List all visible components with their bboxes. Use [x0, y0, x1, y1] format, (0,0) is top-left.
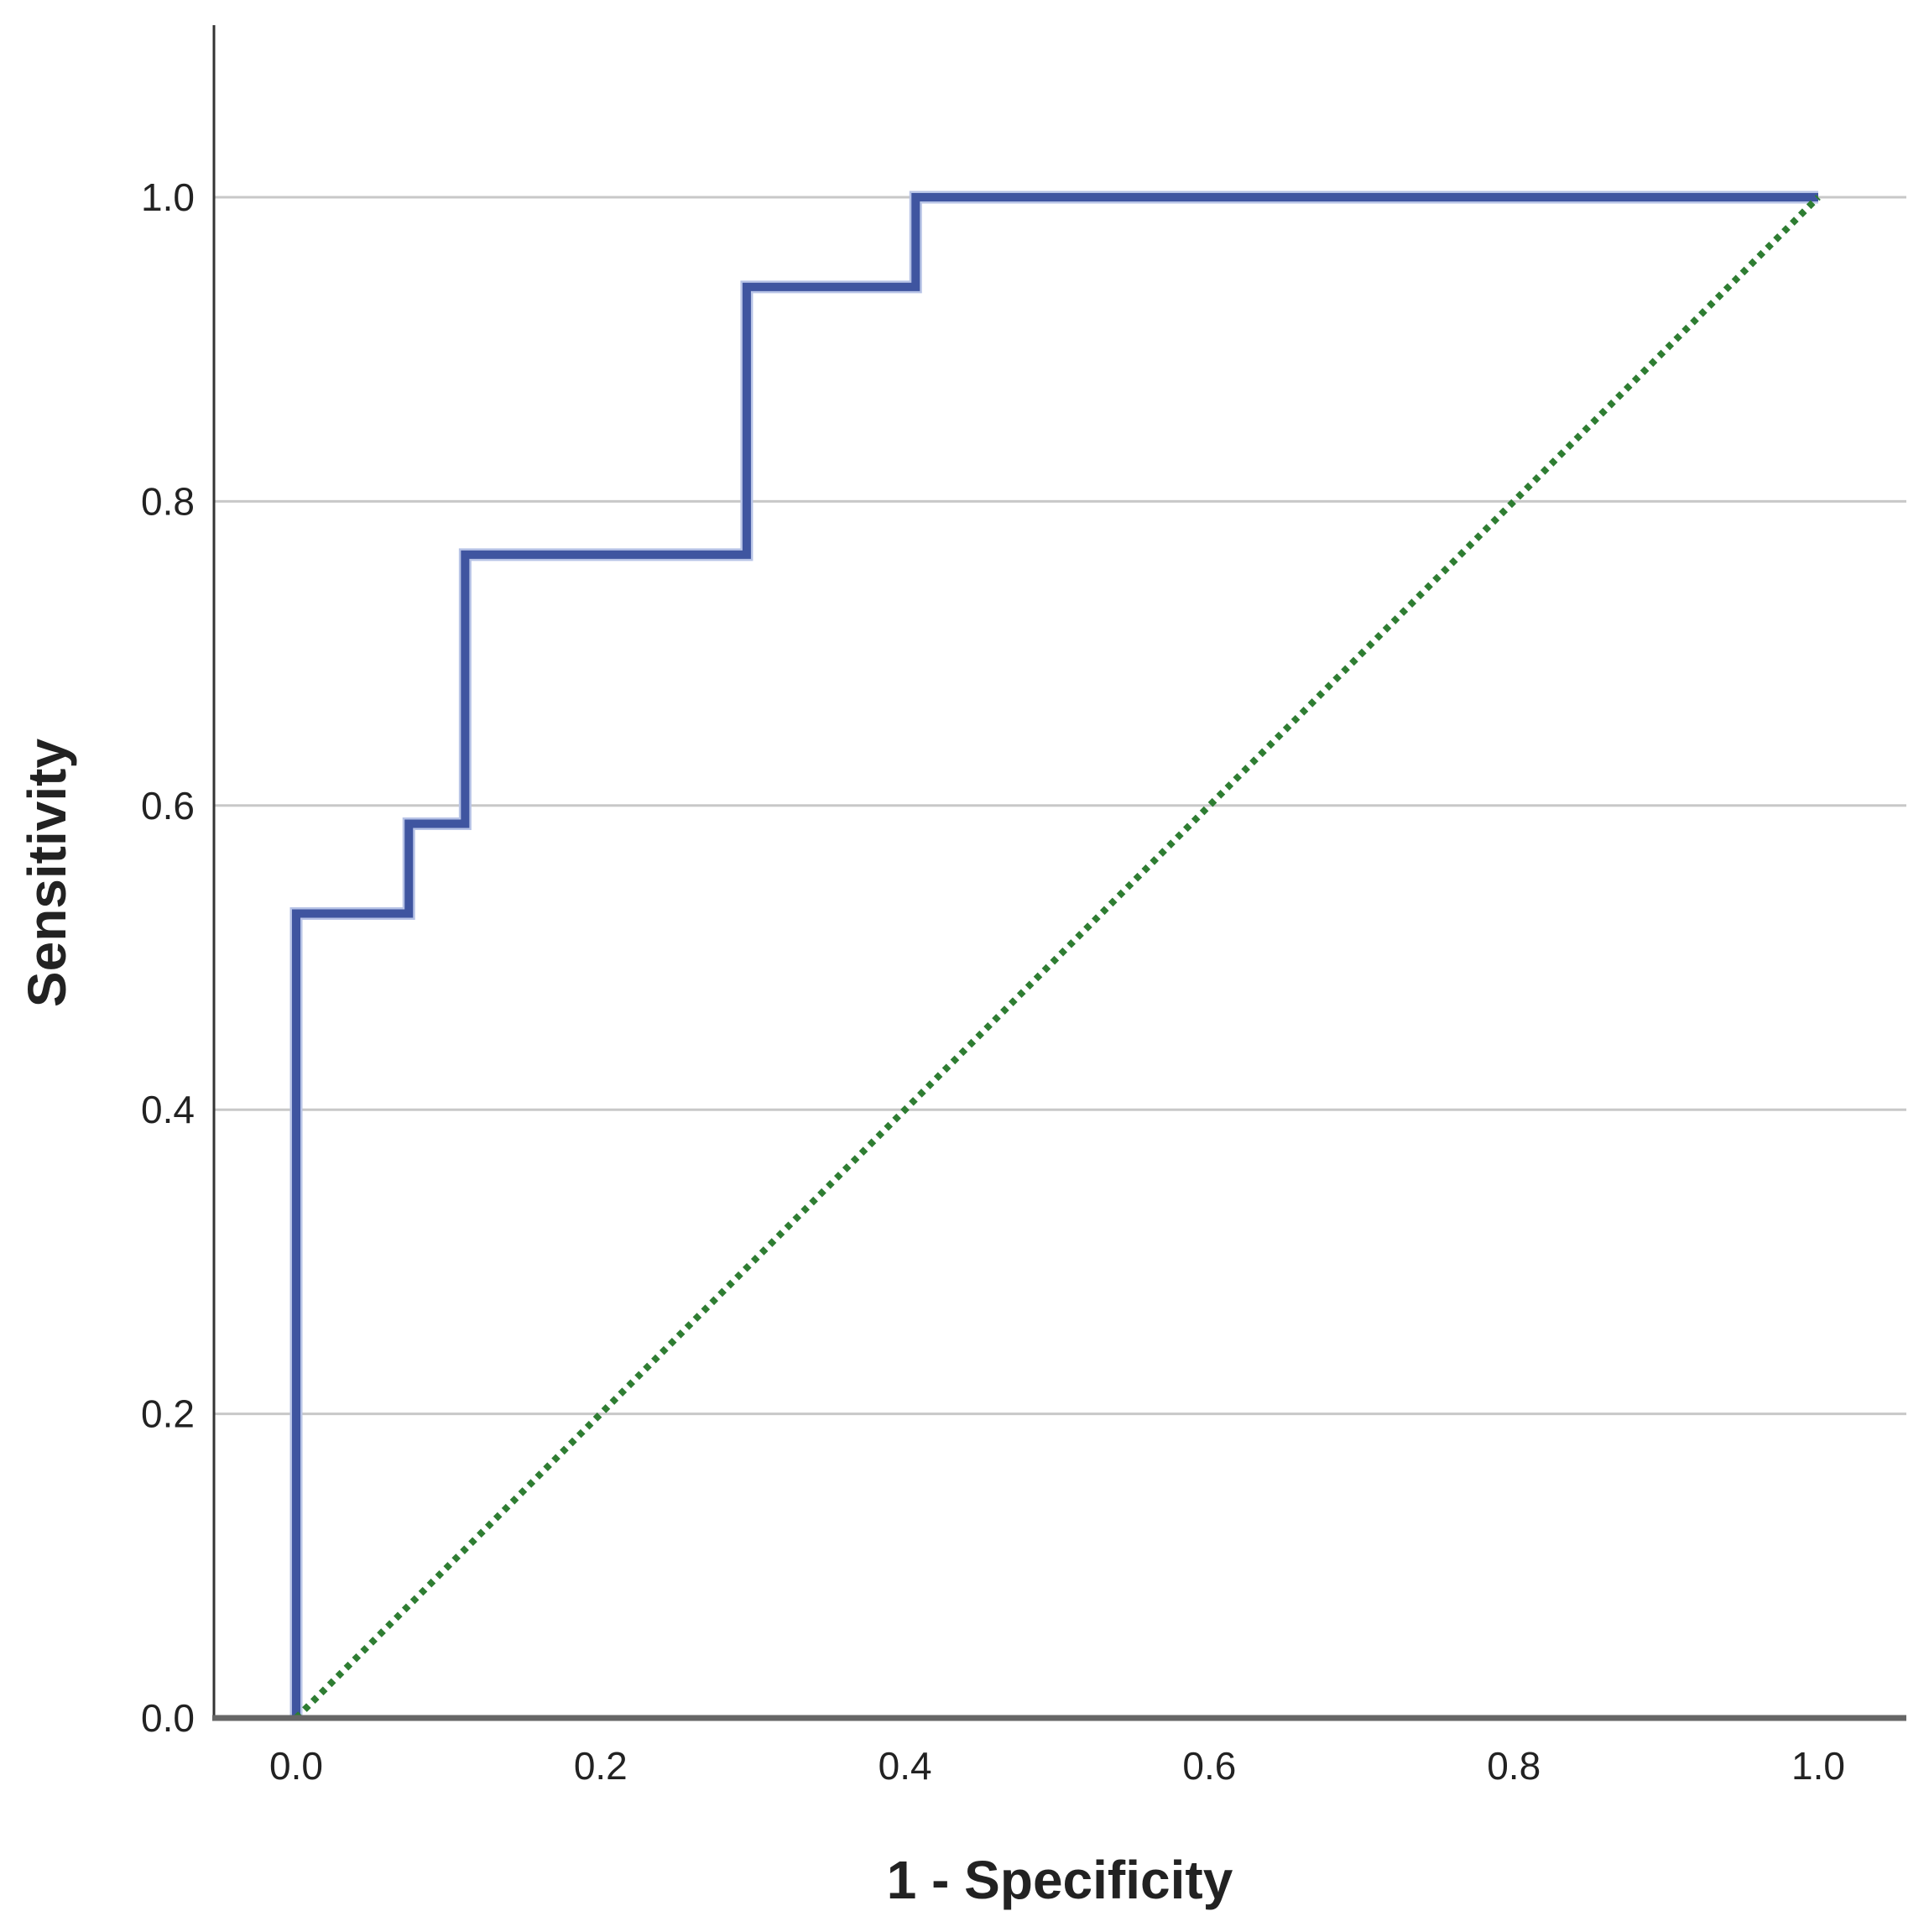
series-layer	[289, 191, 1821, 1721]
x-tick-label: 1.0	[1791, 1744, 1845, 1788]
x-tick-label: 0.2	[574, 1744, 628, 1788]
x-axis-title: 1 - Specificity	[887, 1850, 1233, 1910]
axes	[212, 25, 1906, 1721]
y-tick-label: 0.6	[141, 784, 195, 828]
x-tick-label: 0.6	[1182, 1744, 1236, 1788]
x-tick-label: 0.8	[1487, 1744, 1541, 1788]
y-tick-label: 0.8	[141, 479, 195, 523]
y-axis-title: Sensitivity	[17, 739, 77, 1008]
tick-labels: 0.0 0.2 0.4 0.6 0.8 1.0 0.0 0.2 0.4 0.6 0.8 1.0	[141, 175, 1845, 1788]
y-tick-label: 0.0	[141, 1696, 195, 1740]
y-tick-label: 0.2	[141, 1392, 195, 1436]
y-tick-label: 1.0	[141, 175, 195, 219]
x-tick-label: 0.4	[878, 1744, 932, 1788]
reference-diagonal-line	[294, 195, 1821, 1721]
x-tick-label: 0.0	[269, 1744, 323, 1788]
y-tick-label: 0.4	[141, 1088, 195, 1131]
roc-curve-line	[292, 193, 1818, 1718]
